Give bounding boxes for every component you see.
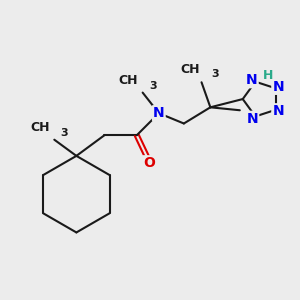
Text: N: N bbox=[247, 112, 258, 126]
Text: 3: 3 bbox=[149, 81, 157, 91]
Text: N: N bbox=[272, 80, 284, 94]
Text: H: H bbox=[262, 69, 273, 82]
Text: CH: CH bbox=[181, 63, 200, 76]
Text: N: N bbox=[153, 106, 165, 120]
Text: N: N bbox=[272, 104, 284, 118]
Text: N: N bbox=[246, 73, 258, 87]
Text: 3: 3 bbox=[61, 128, 68, 138]
Text: CH: CH bbox=[30, 122, 50, 134]
Text: 3: 3 bbox=[211, 69, 219, 79]
Text: CH: CH bbox=[119, 74, 138, 87]
Text: O: O bbox=[143, 156, 155, 170]
